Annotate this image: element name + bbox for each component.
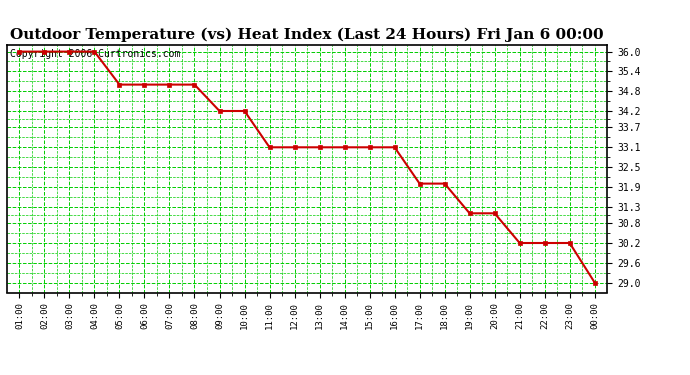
- Text: Copyright 2006 Curtronics.com: Copyright 2006 Curtronics.com: [10, 49, 180, 59]
- Title: Outdoor Temperature (vs) Heat Index (Last 24 Hours) Fri Jan 6 00:00: Outdoor Temperature (vs) Heat Index (Las…: [10, 28, 604, 42]
